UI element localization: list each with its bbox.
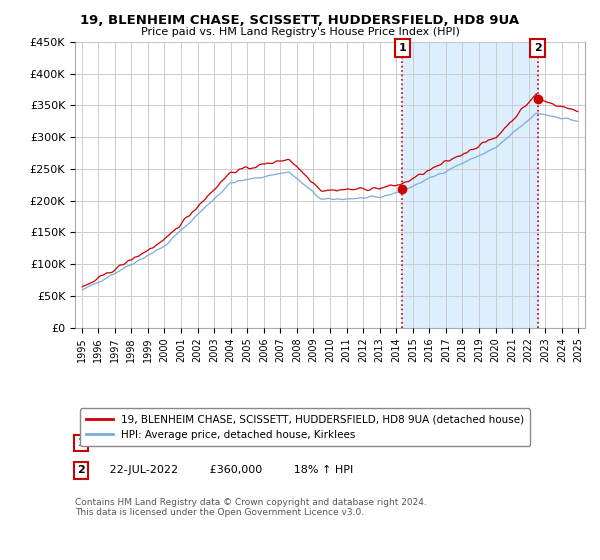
Text: 2: 2 xyxy=(534,43,542,53)
Legend: 19, BLENHEIM CHASE, SCISSETT, HUDDERSFIELD, HD8 9UA (detached house), HPI: Avera: 19, BLENHEIM CHASE, SCISSETT, HUDDERSFIE… xyxy=(80,408,530,446)
Text: 1: 1 xyxy=(398,43,406,53)
Bar xyxy=(403,42,538,328)
Text: 22-JUL-2022         £360,000         18% ↑ HPI: 22-JUL-2022 £360,000 18% ↑ HPI xyxy=(100,465,354,475)
Text: 2: 2 xyxy=(77,465,85,475)
Text: Contains HM Land Registry data © Crown copyright and database right 2024.
This d: Contains HM Land Registry data © Crown c… xyxy=(75,497,427,517)
Text: Price paid vs. HM Land Registry's House Price Index (HPI): Price paid vs. HM Land Registry's House … xyxy=(140,27,460,37)
Text: 09-MAY-2014         £218,000         7% ↑ HPI: 09-MAY-2014 £218,000 7% ↑ HPI xyxy=(100,438,350,448)
Text: 19, BLENHEIM CHASE, SCISSETT, HUDDERSFIELD, HD8 9UA: 19, BLENHEIM CHASE, SCISSETT, HUDDERSFIE… xyxy=(80,14,520,27)
Text: 1: 1 xyxy=(77,438,85,448)
